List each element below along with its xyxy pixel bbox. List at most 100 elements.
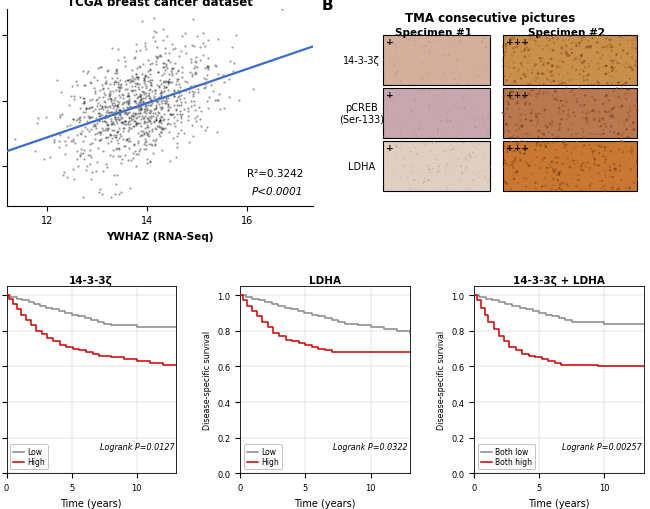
Point [145, 66, 155, 74]
Point [450, 64, 461, 72]
Point [552, 93, 562, 101]
Point [520, 123, 530, 131]
Point [612, 134, 622, 143]
Point [622, 175, 632, 183]
Point [483, 114, 493, 122]
Point [523, 60, 533, 68]
Point [135, 110, 145, 118]
Point [97, 103, 107, 111]
Point [111, 131, 121, 139]
Point [535, 165, 545, 173]
Point [514, 34, 525, 42]
Point [629, 179, 640, 187]
Point [98, 148, 108, 156]
Point [431, 156, 441, 164]
Point [188, 89, 199, 97]
Point [508, 45, 519, 53]
Point [175, 96, 185, 104]
Point [79, 81, 89, 90]
Point [586, 145, 596, 153]
Point [500, 86, 510, 94]
Point [502, 105, 512, 113]
Point [521, 183, 531, 191]
Point [548, 92, 558, 100]
Point [180, 87, 190, 95]
Point [112, 114, 123, 122]
Point [547, 68, 557, 76]
Point [392, 55, 402, 64]
Point [124, 145, 134, 153]
Point [81, 104, 92, 112]
Point [608, 115, 619, 123]
Point [114, 94, 125, 102]
Point [519, 146, 530, 154]
Point [557, 80, 567, 88]
Point [144, 117, 155, 125]
Point [500, 179, 511, 187]
Point [135, 146, 146, 154]
Point [621, 117, 632, 125]
Point [537, 71, 547, 79]
Point [475, 126, 486, 134]
Point [440, 52, 450, 61]
Point [119, 54, 129, 62]
Point [136, 83, 147, 92]
Point [444, 51, 454, 59]
Point [515, 148, 525, 156]
Point [441, 119, 452, 127]
Point [192, 33, 202, 41]
Point [568, 57, 578, 65]
Point [149, 106, 159, 114]
Point [98, 94, 109, 102]
Point [128, 155, 138, 163]
Point [120, 152, 131, 160]
Point [135, 97, 145, 105]
Point [528, 87, 538, 95]
Point [118, 128, 129, 136]
Point [152, 82, 162, 90]
Point [536, 148, 547, 156]
Point [102, 84, 112, 93]
Point [173, 75, 183, 83]
Point [155, 117, 166, 125]
Point [387, 167, 397, 175]
Point [597, 44, 608, 52]
Point [600, 143, 610, 151]
Point [600, 154, 610, 162]
Point [182, 79, 192, 87]
Point [578, 143, 589, 151]
Point [544, 56, 554, 64]
Point [549, 101, 559, 109]
Point [556, 116, 567, 124]
Point [405, 37, 415, 45]
Point [142, 132, 152, 140]
Point [480, 133, 491, 141]
Point [109, 99, 120, 107]
Point [410, 97, 421, 105]
Point [110, 101, 120, 109]
Point [625, 75, 635, 83]
Point [203, 66, 213, 74]
Point [411, 111, 422, 120]
Point [448, 50, 459, 58]
Point [512, 100, 523, 108]
Point [551, 96, 561, 104]
Text: Logrank P=0.00257: Logrank P=0.00257 [562, 442, 642, 451]
Point [551, 134, 562, 142]
Point [441, 121, 451, 129]
Point [554, 133, 564, 141]
Point [395, 139, 405, 147]
Point [554, 104, 564, 112]
Point [99, 115, 110, 123]
Point [534, 88, 545, 96]
Point [128, 116, 138, 124]
Point [433, 112, 443, 120]
Point [133, 137, 144, 146]
Point [584, 182, 595, 190]
Point [114, 87, 125, 95]
Title: TCGA breast cancer dataset: TCGA breast cancer dataset [67, 0, 253, 9]
Title: LDHA: LDHA [309, 276, 341, 286]
Point [499, 180, 510, 188]
Point [123, 90, 133, 98]
Point [124, 109, 134, 117]
